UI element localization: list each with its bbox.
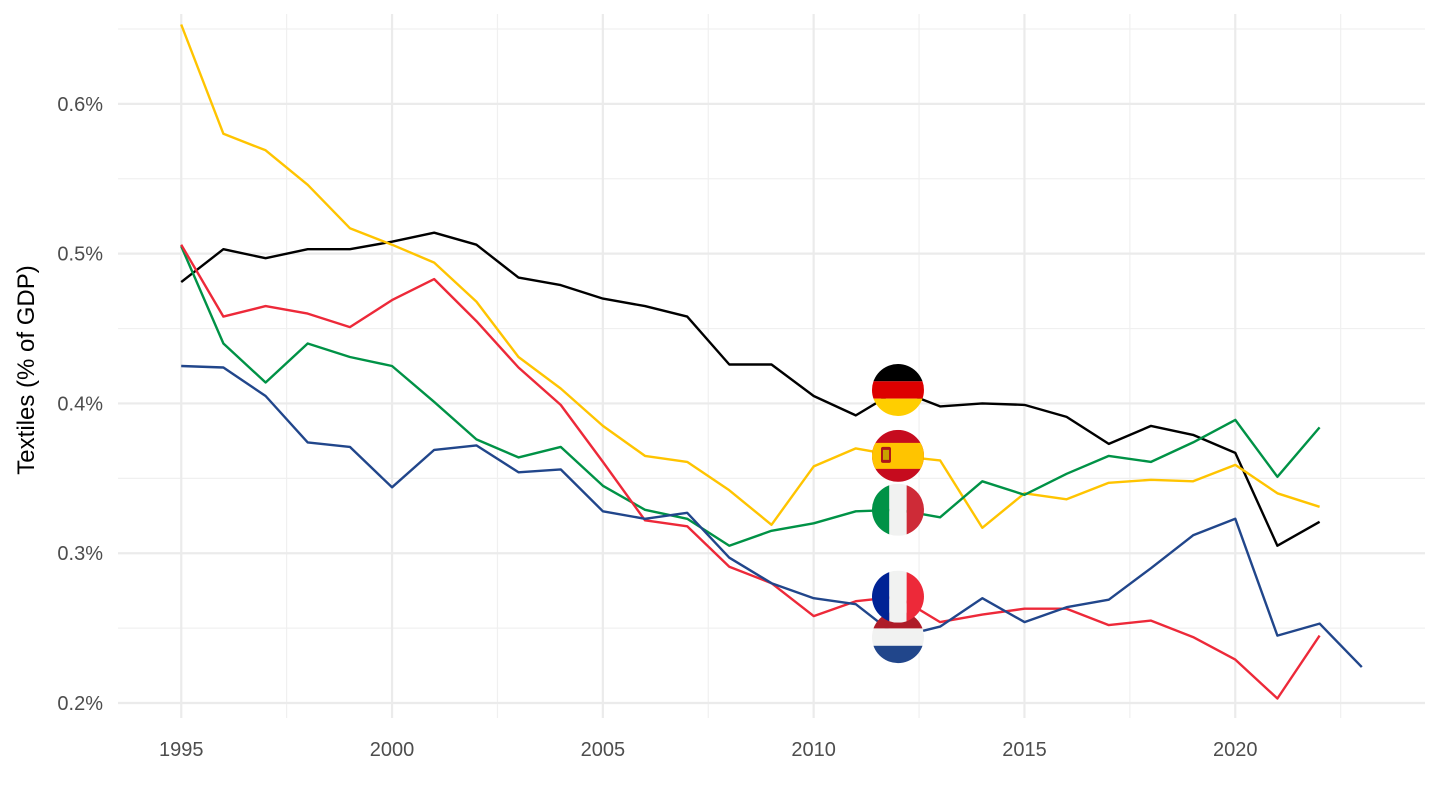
y-axis-ticks: 0.2% 0.3% 0.4% 0.5% 0.6% [57,94,103,715]
germany-flag-icon [871,363,924,416]
series-line-italy [180,245,1321,547]
series-line-france [180,244,1321,700]
x-tick-label: 2010 [791,739,836,761]
y-tick-label: 0.4% [57,393,103,415]
france-flag-icon [871,570,924,623]
y-tick-label: 0.5% [57,244,103,266]
x-tick-label: 2000 [370,739,415,761]
y-tick-label: 0.6% [57,94,103,116]
series-line-germany [180,231,1321,547]
flag-markers [871,363,924,664]
italy-flag-icon [871,483,924,536]
x-tick-label: 2020 [1213,739,1258,761]
major-gridlines [118,14,1425,718]
y-tick-label: 0.3% [57,543,103,565]
y-axis-title: Textiles (% of GDP) [13,265,40,474]
minor-gridlines [118,14,1425,718]
y-tick-label: 0.2% [57,693,103,715]
x-axis-ticks: 1995 2000 2005 2010 2015 2020 [159,739,1258,761]
x-tick-label: 2015 [1002,739,1047,761]
series-line-netherlands [181,364,1363,668]
series-lines [180,24,1363,700]
spain-flag-icon [871,429,924,482]
x-tick-label: 2005 [581,739,626,761]
series-line-spain [180,24,1320,529]
x-tick-label: 1995 [159,739,204,761]
